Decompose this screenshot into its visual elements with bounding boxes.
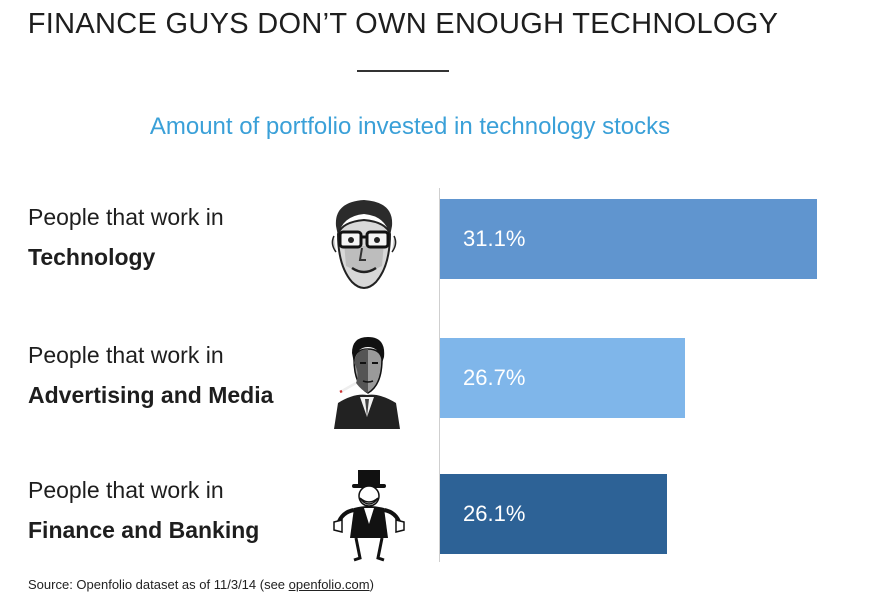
bill-gates-portrait-icon: [331, 200, 397, 289]
category-label-advertising: People that work in Advertising and Medi…: [28, 335, 328, 415]
source-link[interactable]: openfolio.com: [288, 577, 370, 592]
category-label-technology: People that work in Technology: [28, 197, 328, 277]
bar-finance-banking: [440, 474, 668, 554]
category-label-line1: People that work in: [28, 204, 224, 230]
don-draper-portrait-icon: [334, 337, 400, 429]
monopoly-man-icon: [333, 470, 405, 562]
bar-value-label-finance-banking: 26.1%: [463, 501, 526, 526]
category-label-finance: People that work in Finance and Banking: [28, 470, 328, 550]
category-label-line2: Advertising and Media: [28, 382, 274, 408]
bar-value-label-technology: 31.1%: [463, 226, 526, 251]
source-suffix: ): [369, 577, 374, 592]
source-note: Source: Openfolio dataset as of 11/3/14 …: [28, 577, 374, 592]
category-label-line1: People that work in: [28, 477, 224, 503]
chart-title: Amount of portfolio invested in technolo…: [149, 113, 671, 140]
chart-axis-line: [439, 188, 440, 562]
category-label-line1: People that work in: [28, 342, 224, 368]
bar-technology: [440, 199, 817, 279]
title-divider: [357, 70, 449, 72]
category-label-line2: Finance and Banking: [28, 517, 260, 543]
page-title: FINANCE GUYS DON’T OWN ENOUGH TECHNOLOGY: [27, 8, 779, 40]
bar-advertising-media: [440, 338, 686, 418]
source-prefix: Source: Openfolio dataset as of 11/3/14 …: [28, 577, 289, 592]
bar-value-label-advertising-media: 26.7%: [463, 365, 526, 390]
category-label-line2: Technology: [28, 244, 156, 270]
